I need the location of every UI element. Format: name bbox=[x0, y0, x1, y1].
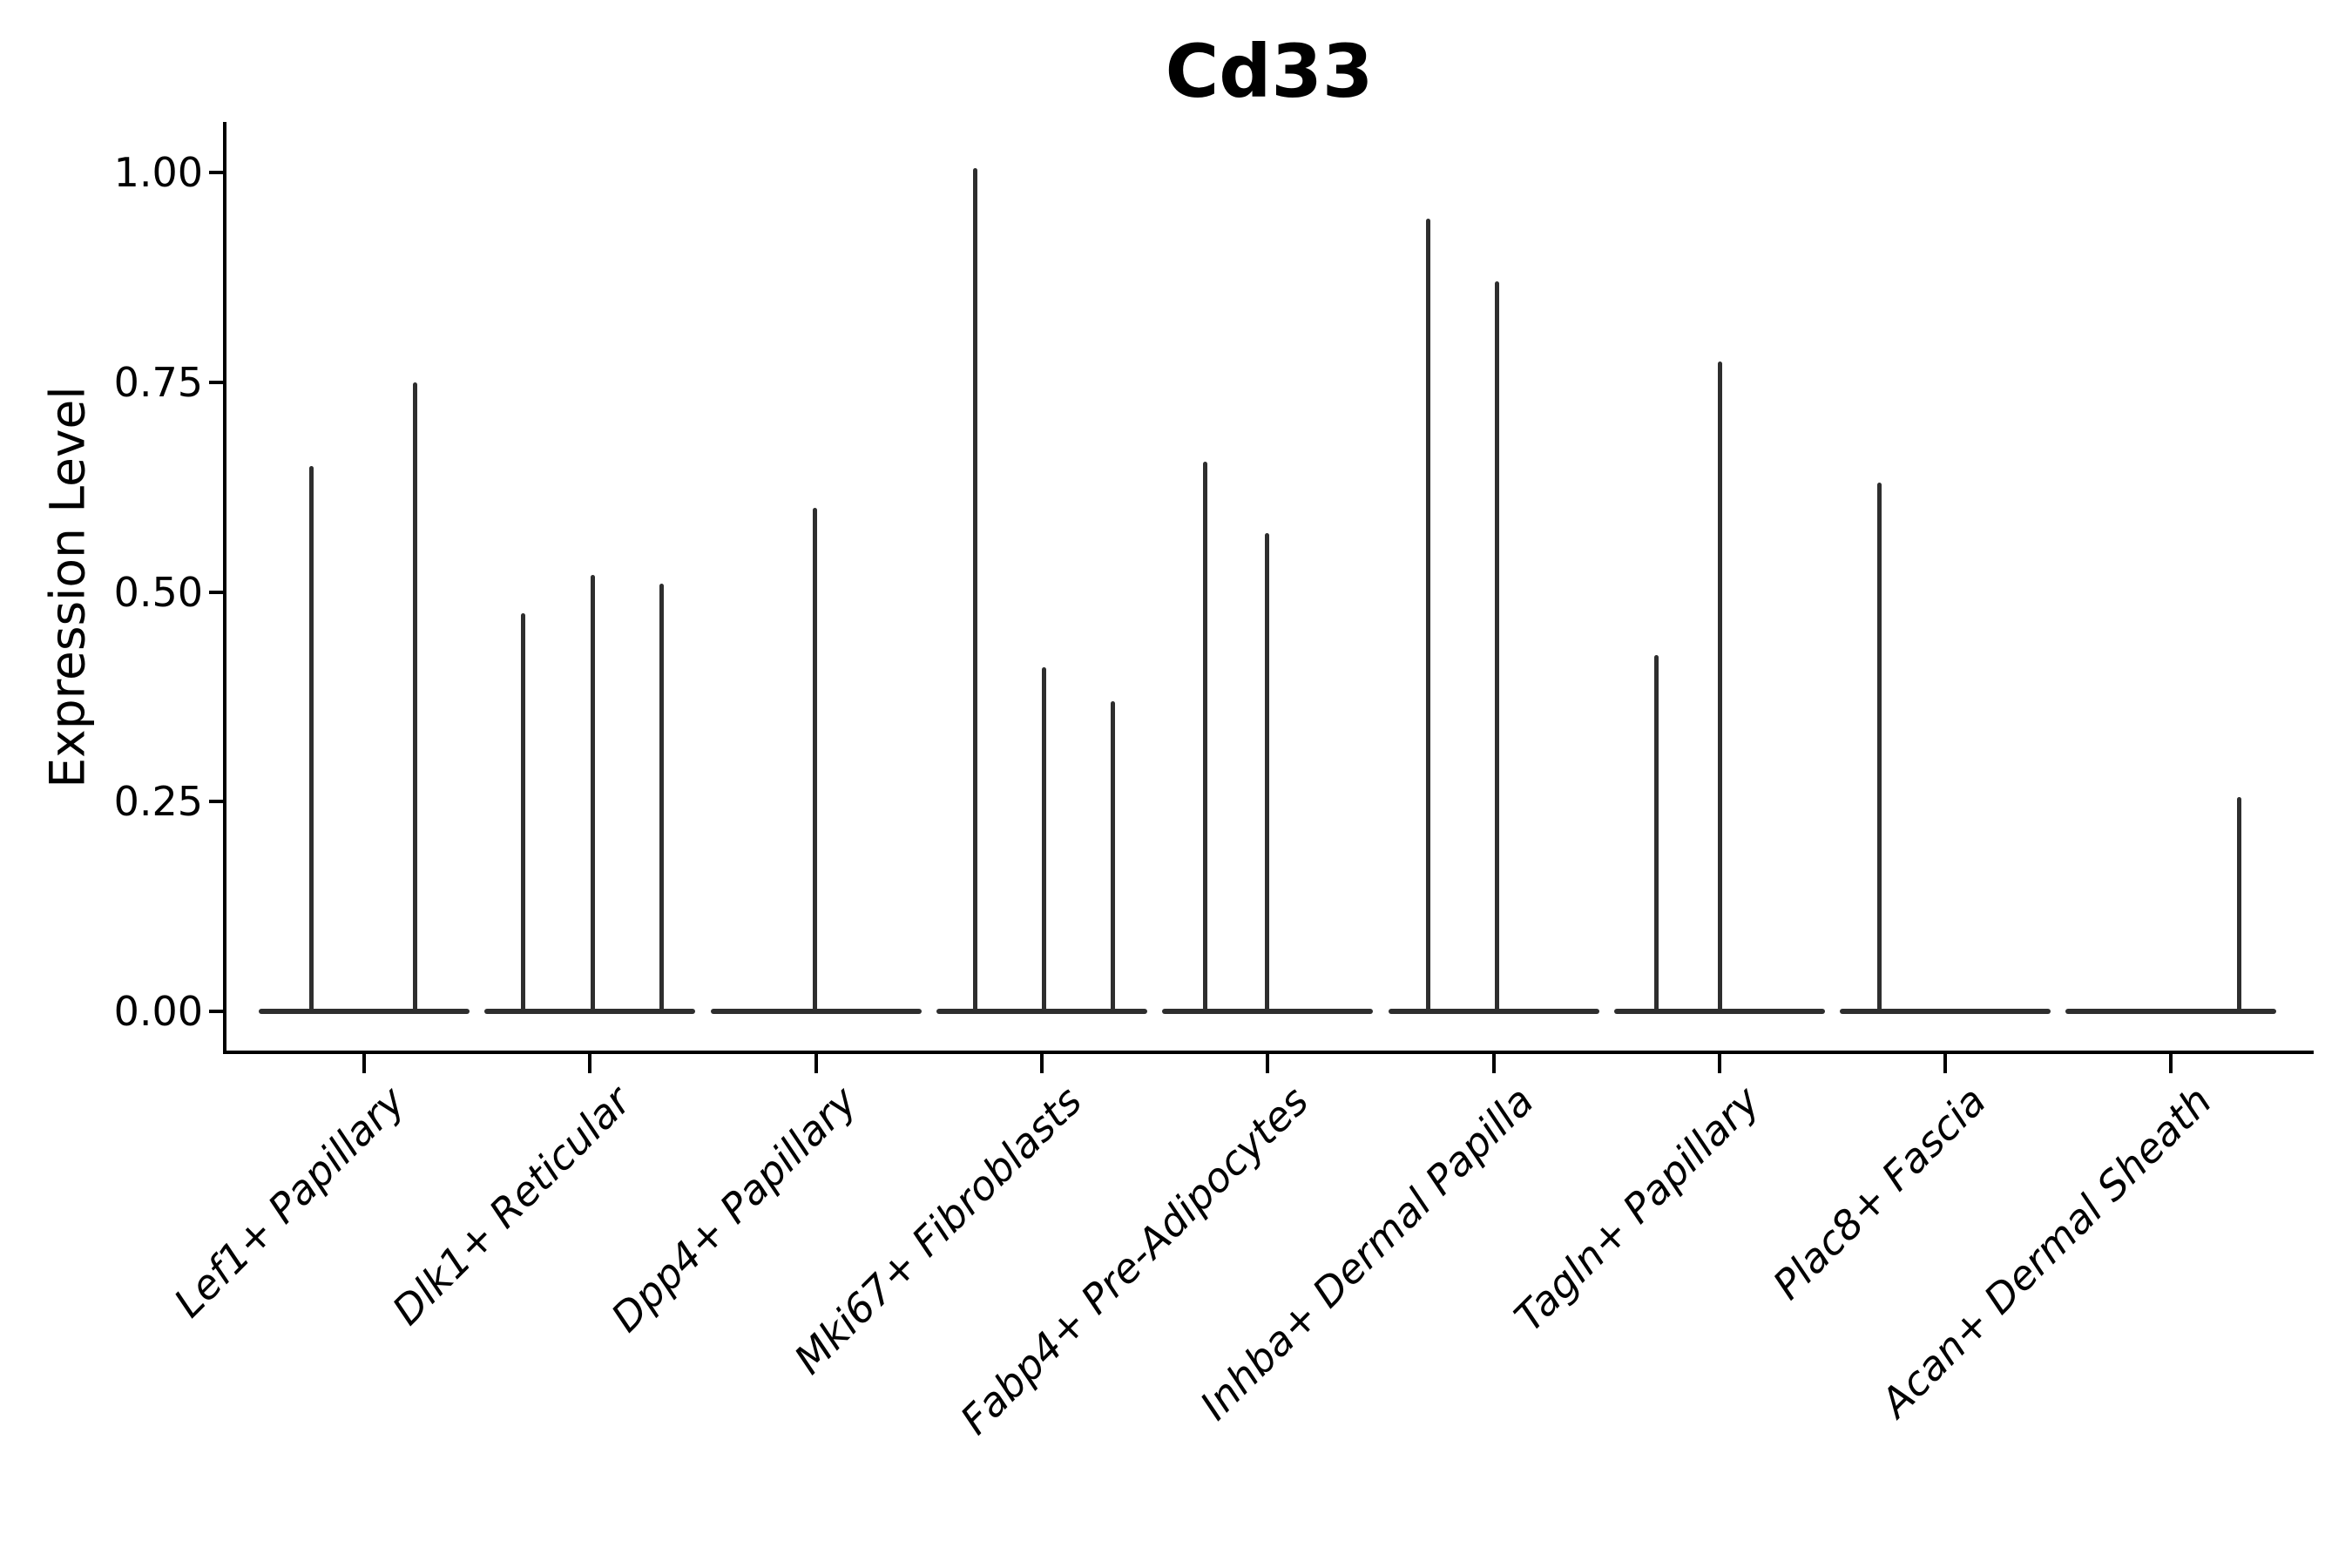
violin-baseline bbox=[711, 1009, 922, 1014]
violin-spike bbox=[521, 613, 525, 1011]
violin-spike bbox=[1495, 281, 1499, 1011]
violin-spike bbox=[973, 168, 977, 1011]
violin-spike bbox=[1203, 462, 1207, 1011]
chart-title: Cd33 bbox=[1165, 29, 1374, 114]
x-tick-label: Lef1+ Papillary bbox=[164, 1077, 414, 1327]
violin-baseline bbox=[1840, 1009, 2051, 1014]
violin-baseline bbox=[484, 1009, 695, 1014]
violin-spike bbox=[1042, 667, 1046, 1011]
violin-spike bbox=[2237, 797, 2241, 1011]
y-tick-label: 0.25 bbox=[113, 778, 203, 826]
y-tick-label: 0.00 bbox=[113, 988, 203, 1035]
x-tick-mark bbox=[1266, 1052, 1269, 1073]
y-tick-label: 1.00 bbox=[113, 149, 203, 196]
y-tick-mark bbox=[209, 590, 223, 594]
violin-spike bbox=[659, 584, 664, 1011]
violin-spike bbox=[813, 508, 817, 1011]
x-tick-mark bbox=[2169, 1052, 2173, 1073]
violin-baseline bbox=[1389, 1009, 1599, 1014]
x-tick-mark bbox=[1943, 1052, 1947, 1073]
violin-spike bbox=[1718, 362, 1722, 1011]
y-tick-mark bbox=[209, 171, 223, 174]
x-tick-mark bbox=[1492, 1052, 1496, 1073]
x-tick-mark bbox=[814, 1052, 818, 1073]
violin-spike bbox=[1877, 483, 1882, 1011]
violin-spike bbox=[1654, 655, 1659, 1011]
y-axis-spine bbox=[223, 122, 226, 1054]
violin-baseline bbox=[1614, 1009, 1825, 1014]
violin-spike bbox=[1426, 219, 1430, 1011]
y-tick-mark bbox=[209, 380, 223, 384]
violin-spike bbox=[413, 382, 417, 1011]
y-tick-label: 0.50 bbox=[113, 568, 203, 616]
violin-baseline bbox=[259, 1009, 470, 1014]
x-tick-mark bbox=[1040, 1052, 1044, 1073]
y-tick-mark bbox=[209, 800, 223, 804]
x-tick-label: Tagln+ Papillary bbox=[1505, 1077, 1769, 1341]
x-tick-mark bbox=[588, 1052, 591, 1073]
violin-baseline bbox=[1162, 1009, 1373, 1014]
violin-spike bbox=[309, 466, 314, 1011]
violin-spike bbox=[1265, 533, 1269, 1011]
y-tick-label: 0.75 bbox=[113, 358, 203, 406]
violin-spike bbox=[591, 575, 595, 1011]
violin-spike bbox=[1111, 701, 1115, 1011]
x-tick-mark bbox=[1718, 1052, 1721, 1073]
violin-baseline bbox=[2065, 1009, 2276, 1014]
x-tick-mark bbox=[362, 1052, 366, 1073]
violin-baseline bbox=[936, 1009, 1147, 1014]
y-tick-mark bbox=[209, 1010, 223, 1013]
x-tick-label: Plac8+ Fascia bbox=[1763, 1077, 1995, 1308]
x-tick-label: Dlk1+ Reticular bbox=[382, 1077, 640, 1335]
x-tick-label: Dpp4+ Papillary bbox=[601, 1077, 866, 1342]
